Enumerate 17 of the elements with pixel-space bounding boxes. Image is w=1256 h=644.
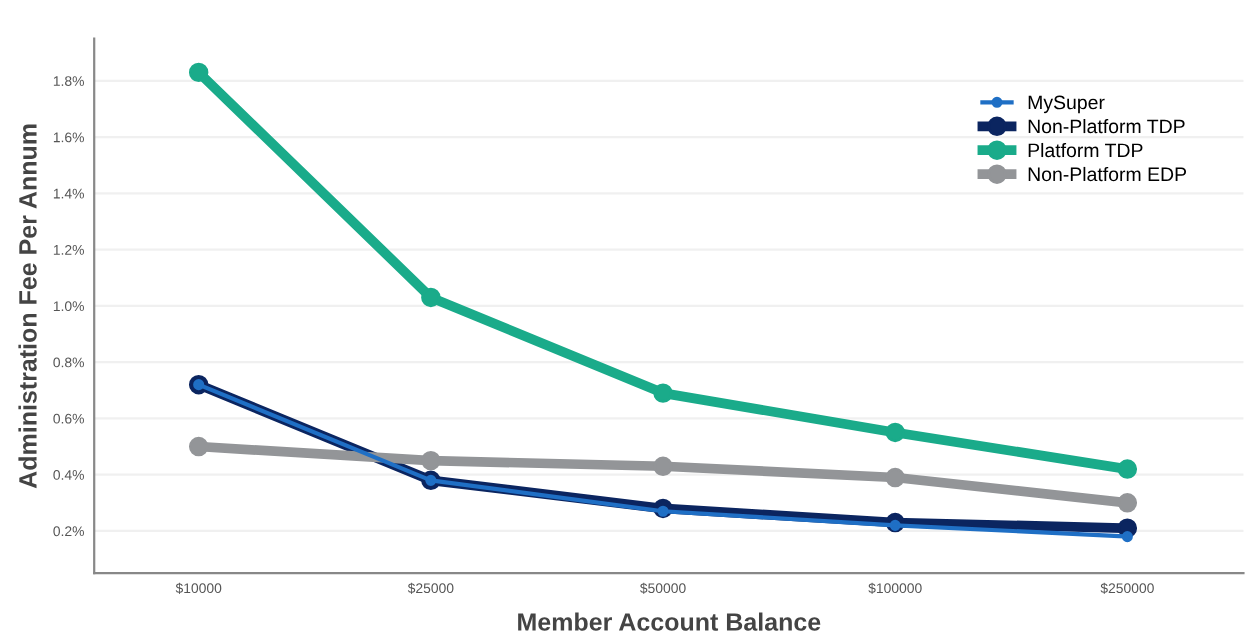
legend-label: Non-Platform EDP <box>1028 166 1187 182</box>
point <box>1117 493 1138 513</box>
point <box>421 450 441 471</box>
y-axis-title: Administration Fee Per Annum <box>18 124 37 489</box>
point <box>653 383 673 403</box>
point <box>188 436 209 457</box>
point <box>1117 459 1138 479</box>
point <box>188 62 209 83</box>
point <box>421 287 441 308</box>
legend-label: Platform TDP <box>1028 142 1143 158</box>
point <box>1121 531 1133 543</box>
legend-label: MySuper <box>1028 95 1105 114</box>
point <box>653 456 673 476</box>
x-axis-title: Member Account Balance <box>518 612 821 631</box>
legend-label: Non-Platform TDP <box>1028 118 1185 134</box>
point <box>885 422 905 443</box>
point <box>885 467 905 488</box>
